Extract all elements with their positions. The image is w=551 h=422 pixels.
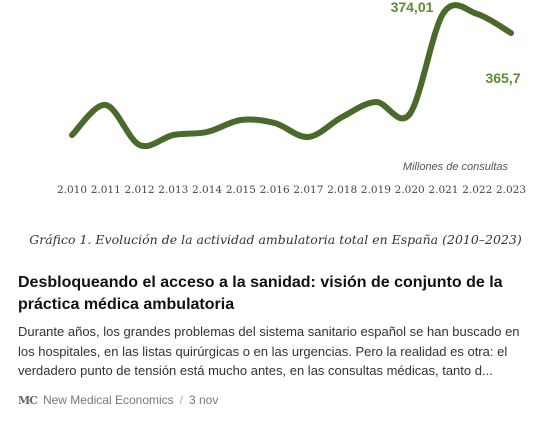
series-line	[69, 2, 514, 150]
x-tick-label: 2.020	[395, 184, 425, 196]
publish-date: 3 nov	[189, 393, 219, 407]
x-tick-label: 2.016	[260, 184, 290, 196]
x-tick-label: 2.022	[462, 184, 492, 196]
x-tick-label: 2.019	[361, 184, 391, 196]
x-tick-label: 2.014	[192, 184, 222, 196]
article-figure[interactable]: 2.010 2.011 2.012 2.013 2.014 2.015 2.016 2.017…	[0, 0, 551, 262]
article-headline[interactable]: Desbloqueando el acceso a la sanidad: vi…	[18, 274, 503, 313]
x-tick-label: 2.011	[91, 184, 121, 196]
x-tick-label: 2.017	[293, 184, 323, 196]
x-tick-label: 2.021	[428, 184, 458, 196]
data-label: 374,01	[391, 0, 434, 15]
x-tick-label: 2.010	[57, 184, 87, 196]
unit-label: Millones de consultas	[403, 161, 509, 173]
x-tick-label: 2.018	[327, 184, 357, 196]
source-separator: /	[179, 393, 183, 407]
figure-caption: Gráfico 1. Evolución de la actividad amb…	[29, 232, 522, 247]
article-source[interactable]: MC New Medical Economics / 3 nov	[18, 392, 218, 408]
line-chart: 2.010 2.011 2.012 2.013 2.014 2.015 2.016 2.017…	[57, 0, 526, 196]
publisher-name[interactable]: New Medical Economics	[42, 393, 174, 407]
x-tick-label: 2.013	[158, 184, 188, 196]
article-snippet: Durante años, los grandes problemas del …	[18, 324, 520, 378]
x-tick-label: 2.023	[496, 184, 526, 196]
x-tick-label: 2.012	[125, 184, 155, 196]
publisher-logo-icon: MC	[18, 393, 38, 407]
x-tick-label: 2.015	[226, 184, 256, 196]
data-label: 365,7	[485, 70, 520, 86]
